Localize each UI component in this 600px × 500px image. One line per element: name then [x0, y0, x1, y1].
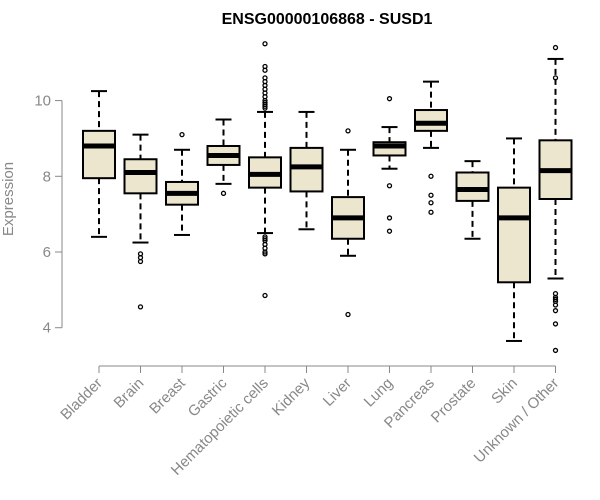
- outlier-point: [428, 173, 434, 179]
- outlier-point: [386, 183, 393, 189]
- outlier-point: [262, 103, 268, 109]
- outlier-point: [552, 75, 559, 81]
- box-kidney: [289, 110, 324, 231]
- x-tick-label: Skin: [488, 375, 521, 408]
- box-unknown-other: [538, 44, 573, 354]
- x-tick-label: Bladder: [57, 375, 106, 424]
- x-tick-label: Lung: [361, 375, 397, 411]
- y-tick-label: 8: [43, 168, 51, 185]
- box-skin: [497, 137, 531, 342]
- y-axis-label: Expression: [0, 162, 17, 236]
- outlier-point: [552, 44, 559, 51]
- x-tick-label: Prostate: [428, 375, 480, 427]
- outlier-point: [220, 190, 227, 196]
- box-bladder: [82, 90, 116, 238]
- chart-title: ENSG00000106868 - SUSD1: [222, 11, 433, 28]
- box-hematopoietic-cells: [248, 41, 282, 299]
- outlier-point: [262, 41, 268, 47]
- box-lung: [372, 96, 407, 234]
- box-liver: [331, 128, 365, 318]
- box-brain: [123, 133, 158, 310]
- outlier-point: [552, 308, 559, 314]
- outlier-point: [179, 131, 185, 138]
- outlier-point: [262, 67, 268, 73]
- iqr-box: [82, 129, 116, 180]
- outlier-point: [137, 304, 144, 310]
- iqr-box: [455, 171, 490, 202]
- iqr-box: [497, 186, 531, 284]
- box-prostate: [455, 160, 490, 240]
- iqr-box: [123, 158, 158, 195]
- outlier-point: [552, 302, 559, 308]
- outlier-point: [262, 251, 268, 257]
- outlier-point: [428, 200, 434, 206]
- outlier-point: [428, 209, 434, 215]
- outlier-point: [262, 292, 268, 299]
- outlier-point: [552, 321, 559, 327]
- outlier-point: [386, 96, 393, 102]
- outlier-point: [345, 128, 351, 134]
- outlier-point: [386, 228, 393, 234]
- outlier-point: [552, 296, 559, 302]
- y-tick-label: 4: [43, 320, 51, 337]
- outlier-point: [262, 105, 268, 111]
- y-tick-label: 6: [43, 244, 51, 261]
- outlier-point: [262, 249, 268, 255]
- outlier-point: [552, 347, 559, 354]
- outlier-point: [137, 258, 144, 265]
- x-tick-label: Kidney: [269, 374, 314, 419]
- x-tick-label: Liver: [320, 375, 355, 410]
- outlier-point: [345, 311, 351, 318]
- outlier-point: [428, 192, 434, 198]
- x-tick-label: Breast: [146, 374, 189, 417]
- iqr-box: [289, 146, 324, 193]
- x-tick-label: Brain: [111, 375, 148, 412]
- box-gastric: [206, 118, 241, 196]
- outlier-point: [262, 236, 268, 242]
- outlier-point: [386, 215, 393, 221]
- boxes-group: [82, 41, 573, 354]
- box-pancreas: [414, 80, 448, 215]
- box-breast: [165, 131, 199, 236]
- iqr-box: [414, 109, 448, 132]
- y-tick-label: 10: [34, 93, 51, 110]
